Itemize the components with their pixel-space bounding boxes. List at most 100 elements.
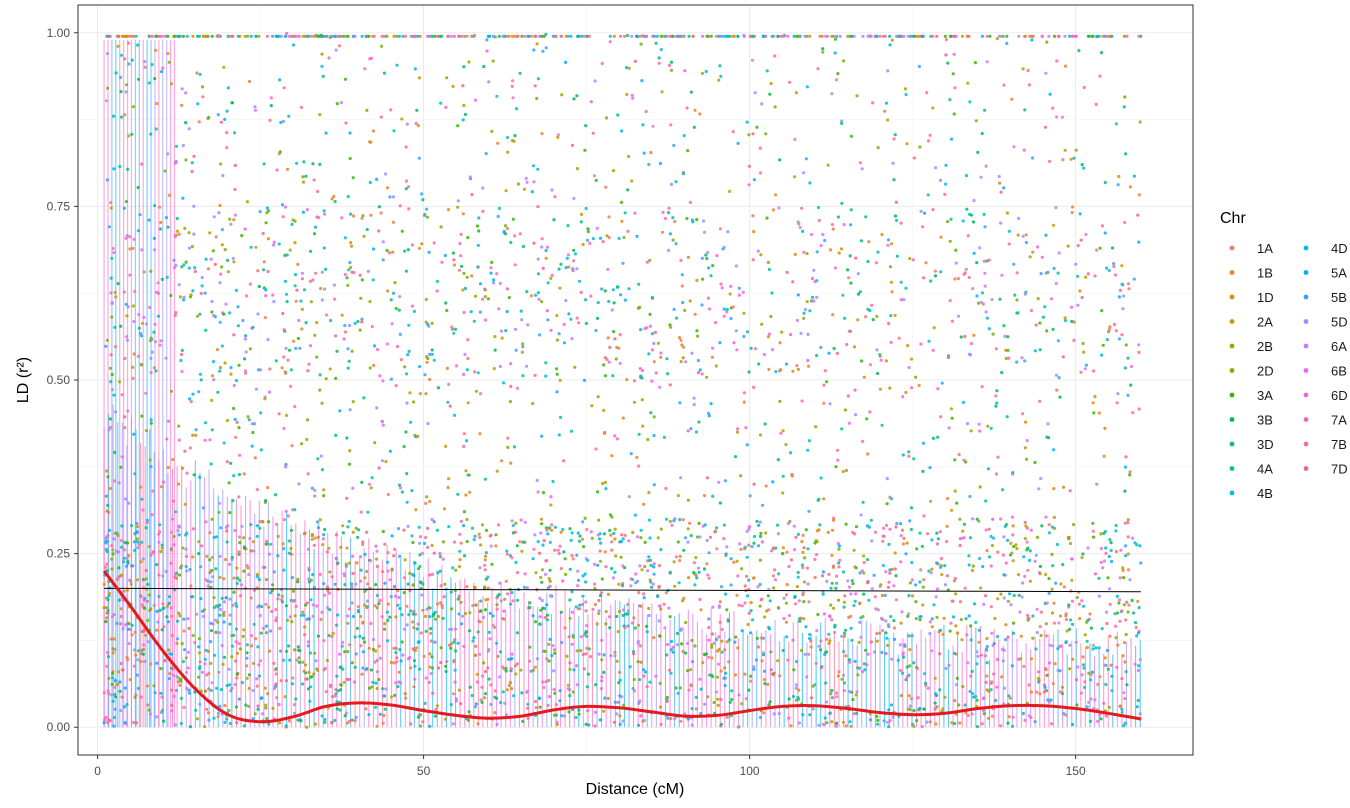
scatter-point <box>999 592 1003 596</box>
scatter-point <box>465 539 469 544</box>
scatter-point <box>1043 125 1048 129</box>
scatter-point <box>323 666 327 670</box>
scatter-point <box>706 695 710 699</box>
scatter-point <box>1007 242 1011 246</box>
scatter-point <box>296 718 300 722</box>
scatter-point <box>417 667 422 671</box>
scatter-point <box>615 712 619 716</box>
scatter-point <box>1023 446 1027 450</box>
scatter-point <box>752 230 756 234</box>
scatter-point <box>112 537 116 541</box>
scatter-point <box>282 426 286 431</box>
scatter-point <box>1083 367 1087 371</box>
scatter-point <box>1045 329 1049 333</box>
scatter-point <box>652 341 656 346</box>
scatter-point <box>413 561 417 565</box>
scatter-point <box>515 662 519 666</box>
scatter-point <box>887 725 891 729</box>
scatter-point <box>181 660 185 664</box>
scatter-point <box>428 615 432 619</box>
scatter-point <box>152 684 156 688</box>
scatter-point <box>456 641 460 645</box>
scatter-point <box>867 598 871 602</box>
scatter-point <box>176 529 180 533</box>
scatter-point <box>333 34 337 38</box>
scatter-point <box>581 652 585 657</box>
scatter-point <box>829 248 833 252</box>
scatter-point <box>160 546 164 550</box>
scatter-point <box>377 677 381 682</box>
scatter-point <box>887 708 891 712</box>
scatter-point <box>126 167 130 171</box>
scatter-point <box>577 712 581 716</box>
scatter-point <box>980 291 985 295</box>
scatter-point <box>199 378 203 382</box>
scatter-point <box>160 543 164 547</box>
scatter-point <box>345 276 349 280</box>
scatter-point <box>266 486 270 490</box>
scatter-point <box>151 34 155 38</box>
scatter-point <box>878 631 882 635</box>
scatter-point <box>340 216 344 220</box>
scatter-point <box>802 311 806 315</box>
scatter-point <box>195 717 200 721</box>
scatter-point <box>225 146 229 150</box>
scatter-point <box>251 717 255 721</box>
scatter-point <box>837 561 841 565</box>
scatter-point <box>613 537 617 541</box>
scatter-point <box>612 531 616 536</box>
scatter-point <box>147 708 151 712</box>
scatter-point <box>417 246 422 250</box>
scatter-point <box>660 90 664 94</box>
scatter-point <box>1052 601 1056 605</box>
scatter-point <box>881 539 885 544</box>
scatter-point <box>391 220 395 224</box>
scatter-point <box>547 678 551 683</box>
scatter-point <box>191 34 195 38</box>
scatter-point <box>244 334 248 338</box>
scatter-point <box>652 483 656 487</box>
scatter-point <box>607 299 611 304</box>
scatter-point <box>218 603 222 607</box>
scatter-point <box>541 680 545 684</box>
scatter-point <box>416 715 421 719</box>
scatter-point <box>390 322 394 326</box>
scatter-point <box>910 386 914 390</box>
scatter-point <box>203 689 208 693</box>
scatter-point <box>813 575 817 580</box>
scatter-point <box>197 120 201 124</box>
scatter-point <box>632 616 636 620</box>
scatter-point <box>333 297 337 301</box>
scatter-point <box>223 117 227 121</box>
scatter-point <box>172 266 176 270</box>
scatter-point <box>982 602 986 606</box>
scatter-point <box>989 688 993 692</box>
scatter-point <box>336 689 340 693</box>
scatter-point <box>497 34 501 38</box>
scatter-point <box>892 137 896 141</box>
scatter-point <box>381 687 385 691</box>
scatter-point <box>969 429 973 433</box>
scatter-point <box>228 510 232 515</box>
scatter-point <box>1076 274 1080 278</box>
scatter-point <box>552 687 556 692</box>
scatter-point <box>271 293 275 297</box>
scatter-point <box>254 637 258 641</box>
scatter-point <box>642 592 646 596</box>
scatter-point <box>515 544 519 548</box>
scatter-point <box>975 698 979 702</box>
scatter-point <box>796 575 800 579</box>
scatter-point <box>227 34 231 38</box>
scatter-point <box>398 648 402 652</box>
scatter-point <box>218 320 222 324</box>
scatter-point <box>1005 34 1009 38</box>
scatter-point <box>122 290 126 294</box>
scatter-point <box>728 189 732 193</box>
scatter-point <box>875 314 879 318</box>
scatter-point <box>422 654 426 659</box>
scatter-point <box>1117 337 1121 341</box>
scatter-point <box>762 352 767 357</box>
scatter-point <box>982 212 986 216</box>
scatter-point <box>954 261 958 265</box>
scatter-point <box>638 367 642 371</box>
